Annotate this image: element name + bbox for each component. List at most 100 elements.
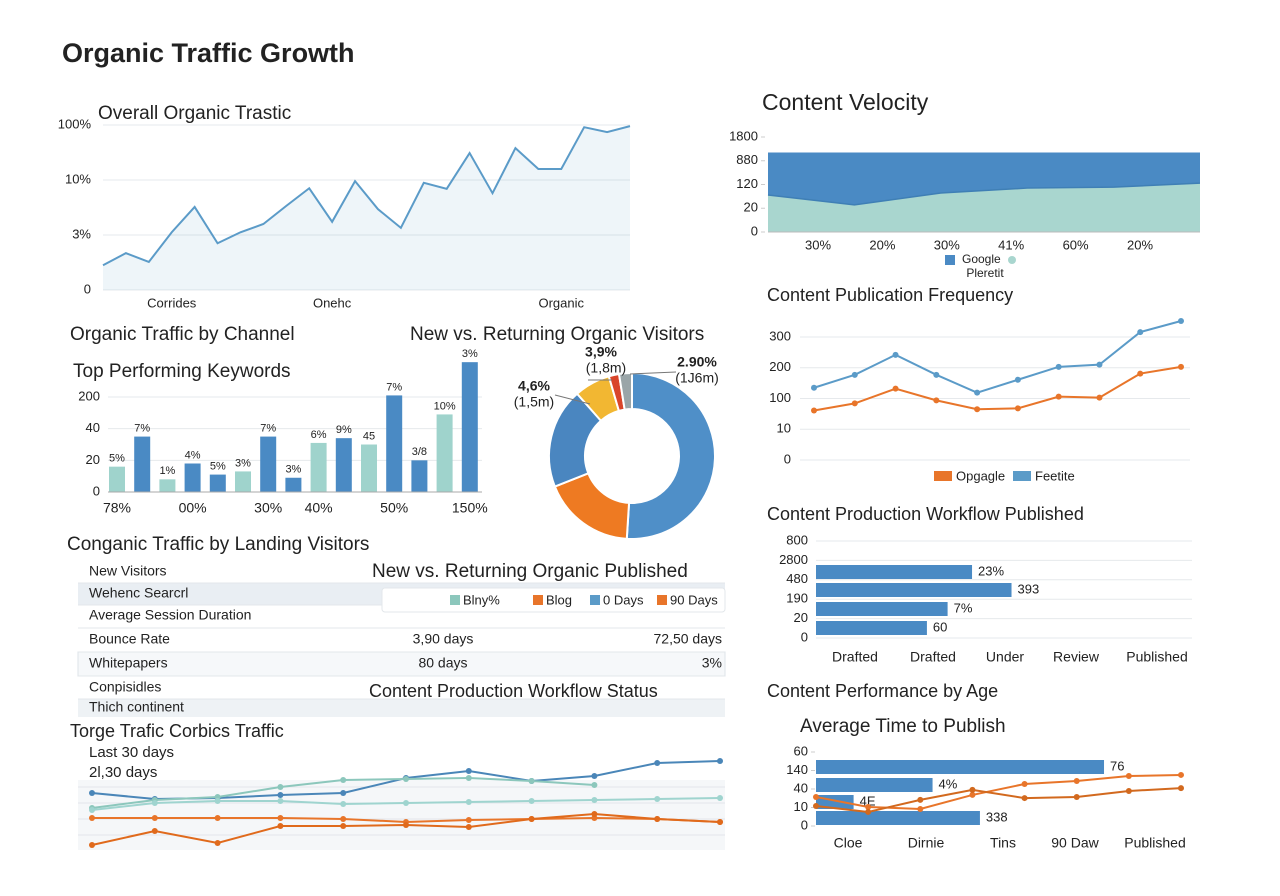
legend-swatch — [533, 595, 543, 605]
x-label: Published — [1124, 835, 1186, 851]
point — [811, 407, 817, 414]
legend-box — [381, 587, 726, 613]
point — [974, 406, 981, 413]
y-tick-label: 880 — [736, 152, 758, 167]
point — [89, 807, 95, 813]
point — [865, 808, 872, 815]
leader — [554, 394, 591, 405]
chart-subtitle: Average Time to Publish — [800, 716, 1006, 737]
point — [654, 816, 661, 822]
data-label: 7% — [386, 381, 402, 393]
point — [214, 815, 221, 821]
point — [892, 385, 899, 392]
line — [815, 773, 1182, 810]
data-label: 7% — [134, 422, 150, 434]
legend-swatch — [945, 255, 955, 265]
point — [591, 797, 598, 803]
x-label: Published — [1126, 649, 1188, 665]
data-label: 10% — [434, 400, 456, 412]
y-tick-label: 20 — [744, 200, 758, 215]
point — [717, 758, 723, 764]
point — [1073, 793, 1080, 800]
point — [1021, 795, 1028, 802]
x-tick-label: 30% — [934, 237, 960, 252]
point — [1055, 393, 1062, 400]
table-cell: Wehenc Searcrl — [89, 585, 188, 601]
y-tick-label: 200 — [769, 359, 791, 374]
point — [813, 803, 819, 810]
point — [654, 796, 661, 802]
section-heading: Organic Traffic by Channel — [70, 324, 295, 345]
table-cell: Average Session Duration — [89, 607, 251, 623]
y-tick-label: 20 — [86, 452, 100, 467]
point — [851, 371, 858, 378]
point — [974, 389, 981, 396]
data-label: 60 — [933, 619, 947, 634]
legend-swatch — [1008, 256, 1016, 264]
point — [1178, 318, 1184, 325]
x-label: Tins — [990, 835, 1016, 851]
legend-swatch — [657, 595, 667, 605]
point — [340, 777, 347, 783]
y-tick-label: 10 — [777, 421, 791, 436]
data-label: 5% — [109, 453, 125, 465]
point — [933, 397, 940, 404]
y-label: 0 — [801, 629, 808, 644]
y-tick-label: 3% — [72, 226, 91, 241]
y-tick-label: 100% — [58, 116, 92, 131]
chart-title: Content Production Workflow Published — [767, 504, 1084, 524]
y-tick-label: 10 — [794, 799, 808, 814]
data-label: 76 — [1110, 758, 1124, 773]
y-tick-label: 0 — [751, 223, 758, 238]
point — [1137, 370, 1144, 377]
point — [1073, 778, 1080, 785]
table-cell: 3% — [702, 655, 722, 671]
x-tick-label: Onehc — [313, 295, 352, 310]
line — [815, 787, 1182, 813]
point — [465, 799, 472, 805]
section-title: Content Production Workflow Status — [369, 681, 658, 701]
bar — [184, 463, 201, 492]
point — [717, 795, 723, 801]
y-tick-label: 120 — [736, 176, 758, 191]
point — [528, 778, 535, 784]
legend-label: Pleretit — [966, 266, 1004, 280]
bar — [816, 760, 1105, 774]
data-label: 4% — [185, 449, 201, 461]
point — [89, 815, 95, 821]
point — [933, 371, 940, 378]
x-label: Review — [1053, 649, 1100, 665]
plot-band — [78, 780, 725, 850]
point — [591, 782, 598, 788]
y-tick-label: 0 — [801, 817, 808, 832]
chart-title: Content Performance by Age — [767, 681, 998, 701]
pie-slice — [625, 371, 716, 540]
point — [917, 796, 924, 803]
y-tick-label: 100 — [769, 390, 791, 405]
y-label: 20 — [794, 610, 808, 625]
y-tick-label: 0 — [93, 483, 100, 498]
bar — [310, 442, 327, 492]
point — [851, 400, 858, 407]
table-cell: 72,50 days — [654, 631, 723, 647]
point — [1125, 788, 1132, 795]
y-tick-label: 0 — [84, 281, 91, 296]
bar — [134, 436, 151, 492]
point — [403, 800, 409, 806]
y-label: 2800 — [779, 552, 808, 567]
point — [1137, 329, 1144, 336]
point — [1178, 363, 1184, 370]
table-cell: Bounce Rate — [89, 631, 170, 647]
point — [1178, 785, 1184, 792]
data-label: 1% — [159, 465, 175, 477]
point — [89, 790, 95, 796]
point — [151, 800, 158, 806]
y-tick-label: 1800 — [729, 128, 758, 143]
data-label: 393 — [1018, 581, 1040, 596]
y-label: 190 — [786, 591, 808, 606]
point — [214, 840, 221, 846]
line — [767, 182, 1201, 206]
data-label: 9% — [336, 424, 352, 436]
point — [892, 351, 899, 358]
data-label: 7% — [954, 600, 973, 615]
